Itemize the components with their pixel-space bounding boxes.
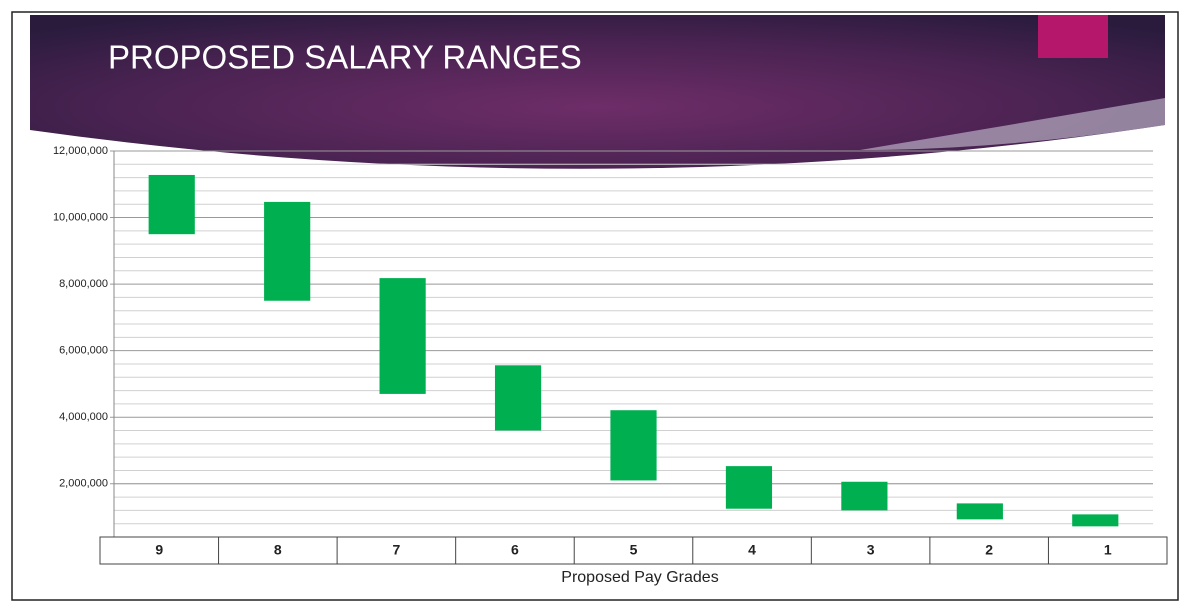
- bar: [494, 365, 542, 431]
- category-axis-box: [99, 536, 1168, 565]
- chart-title: PROPOSED SALARY RANGES: [108, 39, 582, 76]
- y-tick-label: 10,000,000: [53, 211, 108, 223]
- y-tick-label: 2,000,000: [59, 478, 108, 490]
- x-tick-label: 3: [867, 542, 875, 558]
- x-axis-title: Proposed Pay Grades: [561, 569, 718, 586]
- bar: [148, 174, 195, 235]
- accent-square: [1038, 15, 1108, 58]
- bar: [379, 278, 426, 394]
- x-tick-label: 7: [392, 542, 400, 558]
- x-tick-label: 4: [748, 542, 756, 558]
- x-tick-label: 9: [155, 542, 163, 558]
- x-tick-label: 2: [985, 542, 993, 558]
- x-tick-label: 6: [511, 542, 519, 558]
- x-tick-label: 1: [1104, 542, 1112, 558]
- header-band: [30, 15, 1165, 169]
- bar: [956, 503, 1003, 520]
- y-tick-label: 8,000,000: [59, 278, 108, 290]
- bar: [264, 201, 311, 301]
- bar: [725, 466, 773, 509]
- x-tick-label: 8: [274, 542, 282, 558]
- bar: [841, 481, 888, 511]
- bar: [610, 410, 657, 481]
- y-tick-label: 4,000,000: [59, 411, 108, 423]
- header-swoosh: [860, 98, 1165, 150]
- x-tick-label: 5: [630, 542, 638, 558]
- y-tick-label: 6,000,000: [59, 345, 108, 357]
- bar: [1072, 514, 1119, 527]
- y-tick-label: 12,000,000: [53, 145, 108, 157]
